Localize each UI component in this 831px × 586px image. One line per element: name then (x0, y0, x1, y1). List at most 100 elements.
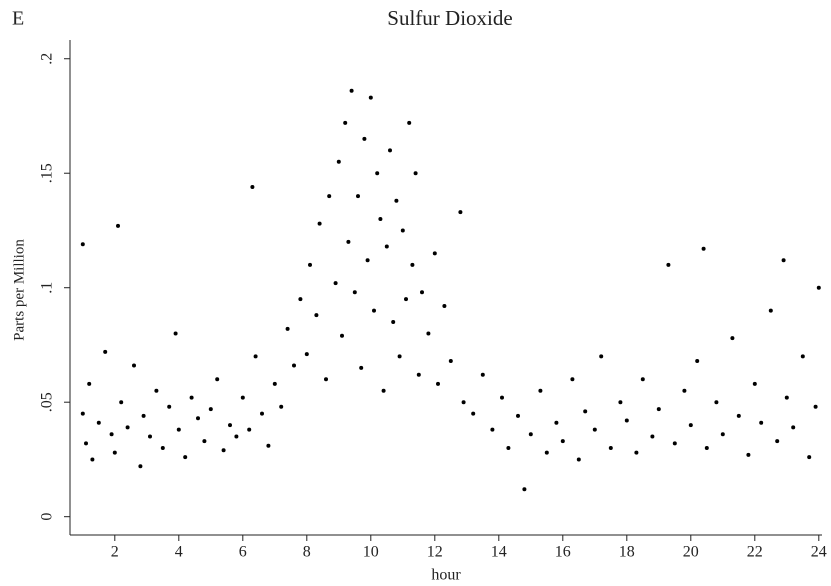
data-point (583, 409, 588, 414)
data-point (759, 420, 764, 425)
data-point (522, 487, 527, 492)
data-point (365, 258, 370, 263)
data-point (416, 372, 421, 377)
data-point (516, 413, 520, 418)
data-point (90, 457, 95, 462)
data-point (221, 448, 226, 453)
data-point (672, 441, 677, 446)
data-point (240, 395, 245, 400)
data-point (346, 239, 351, 244)
data-point (292, 363, 296, 368)
x-axis-label: hour (431, 567, 461, 584)
data-point (148, 434, 152, 439)
data-point (528, 432, 533, 437)
data-point (208, 407, 213, 412)
data-point (234, 434, 239, 439)
data-point (359, 365, 364, 370)
y-tick-label: .1 (39, 282, 56, 294)
x-tick-label: 12 (427, 544, 443, 561)
data-point (701, 246, 706, 251)
data-point (599, 354, 604, 359)
data-point (391, 320, 396, 325)
data-point (183, 455, 188, 460)
data-point (695, 358, 700, 363)
data-point (125, 425, 130, 430)
data-point (432, 251, 437, 256)
data-point (388, 148, 392, 153)
data-point (640, 377, 645, 382)
data-point (304, 352, 309, 357)
data-point (544, 450, 549, 455)
data-point (471, 411, 476, 416)
data-point (384, 244, 389, 249)
data-point (202, 439, 207, 444)
data-point (87, 381, 92, 386)
data-point (167, 404, 172, 409)
data-point (189, 395, 194, 400)
data-point (752, 381, 757, 386)
data-point (352, 290, 357, 295)
data-point (448, 358, 453, 363)
data-point (368, 95, 373, 100)
data-point (410, 262, 415, 267)
data-point (154, 388, 159, 393)
data-point (176, 427, 181, 432)
data-point (116, 223, 120, 228)
data-point (461, 400, 466, 405)
data-point (160, 445, 165, 450)
data-point (314, 313, 319, 318)
data-point (253, 354, 258, 359)
data-point (634, 450, 639, 455)
data-point (816, 285, 821, 290)
data-point (656, 407, 661, 412)
data-point (279, 404, 284, 409)
data-point (650, 434, 655, 439)
data-point (791, 425, 796, 430)
data-point (436, 381, 440, 386)
data-point (800, 354, 805, 359)
data-point (781, 258, 786, 263)
data-point (506, 445, 511, 450)
data-point (736, 413, 741, 418)
data-point (375, 171, 380, 176)
panel-label: E (12, 8, 24, 30)
data-point (317, 221, 322, 226)
data-point (272, 381, 277, 386)
data-point (141, 413, 146, 418)
data-point (666, 262, 671, 267)
data-point (576, 457, 581, 462)
data-point (688, 423, 693, 428)
y-tick-label: .15 (39, 163, 56, 183)
data-point (413, 171, 418, 176)
data-point (730, 336, 735, 341)
data-point (480, 372, 485, 377)
data-point (119, 400, 124, 405)
y-axis-label: Parts per Million (11, 239, 27, 341)
data-point (407, 120, 412, 125)
data-point (807, 455, 812, 460)
data-point (570, 377, 575, 382)
data-point (80, 242, 85, 247)
data-point (554, 420, 559, 425)
data-point (608, 445, 613, 450)
data-point (333, 281, 338, 286)
data-point (397, 354, 402, 359)
data-point (298, 297, 303, 302)
data-point (775, 439, 780, 444)
data-point (266, 443, 271, 448)
data-point (784, 395, 789, 400)
data-point (362, 136, 367, 141)
data-point (746, 452, 751, 457)
y-tick-label: .05 (39, 392, 56, 412)
data-point (500, 395, 504, 400)
x-tick-label: 22 (747, 544, 763, 561)
data-point (813, 404, 818, 409)
data-point (704, 445, 709, 450)
data-point (96, 420, 101, 425)
y-tick-label: .2 (39, 53, 56, 65)
data-point (592, 427, 597, 432)
data-point (356, 194, 360, 199)
data-point (340, 333, 344, 338)
data-point (560, 439, 565, 444)
